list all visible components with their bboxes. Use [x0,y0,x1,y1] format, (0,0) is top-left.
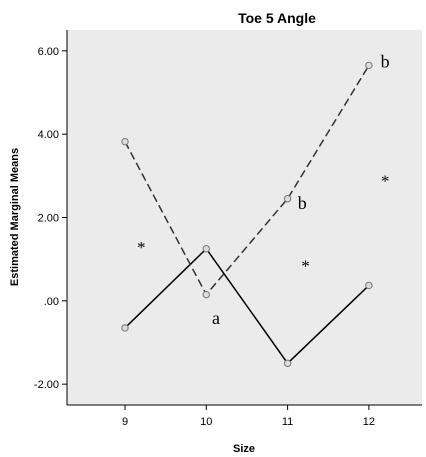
series-line-2 [124,65,370,296]
data-point [283,359,292,368]
x-tick-label: 11 [282,416,293,428]
significance-star: * [381,171,390,190]
significance-star: * [137,238,146,257]
significance-letter: a [212,308,220,328]
y-tick-label: 2.00 [38,213,59,225]
plot-area [67,30,422,405]
x-axis-label: Size [233,443,255,455]
significance-letter: b [298,193,307,213]
x-tick-label: 9 [122,416,128,428]
series-line-1 [124,247,370,365]
y-tick-label: 4.00 [38,129,59,141]
y-tick-label: -2.00 [34,379,59,391]
significance-star: * [301,257,310,276]
annotation-layer: * a b * b * [137,52,390,328]
y-axis-label: Estimated Marginal Means [9,148,21,286]
axes: -2.00 .00 2.00 4.00 6.00 9 10 11 12 [34,30,422,428]
significance-letter: b [381,52,390,72]
y-tick-label: 6.00 [38,46,59,58]
data-point [202,290,211,299]
y-tick-label: .00 [44,296,59,308]
x-tick-label: 10 [200,416,212,428]
data-point [365,61,373,70]
chart-title: Toe 5 Angle [238,10,316,26]
x-tick-label: 12 [363,416,375,428]
data-point [202,245,211,253]
data-point [121,324,129,332]
data-point [283,195,292,203]
data-point [365,281,373,290]
data-point [121,137,129,146]
series-layer [121,61,373,368]
